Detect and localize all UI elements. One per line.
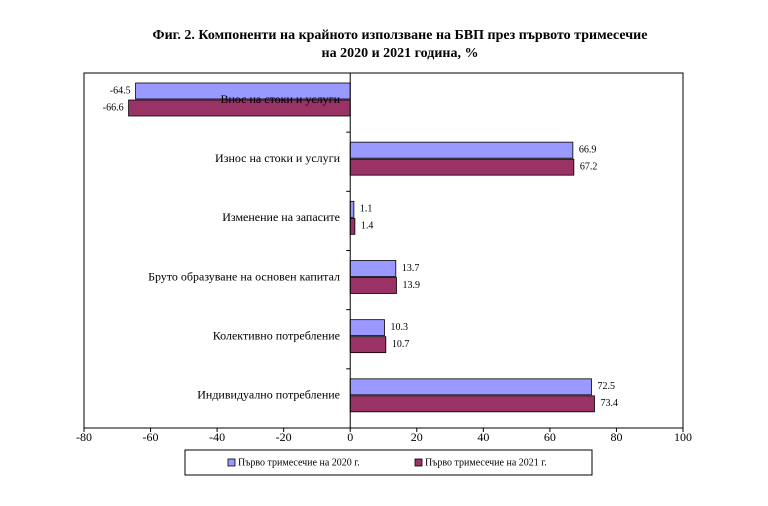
x-tick-label: -80: [76, 430, 92, 444]
bar: [349, 158, 575, 176]
bar: [349, 319, 385, 337]
value-label: 73.4: [600, 398, 618, 409]
value-label: 1.4: [361, 221, 374, 232]
value-label: -64.5: [110, 85, 131, 96]
legend-swatch: [414, 458, 423, 467]
x-tick-label: 0: [347, 430, 353, 444]
legend-label: Първо тримесечие на 2020 г.: [238, 457, 360, 468]
legend-swatch: [227, 458, 236, 467]
x-tick-label: 80: [610, 430, 622, 444]
legend-label: Първо тримесечие на 2021 г.: [425, 457, 547, 468]
x-tick-label: 20: [411, 430, 423, 444]
category-label: Индивидуално потребление: [197, 388, 340, 402]
value-label: 13.9: [402, 280, 420, 291]
value-label: 67.2: [580, 161, 598, 172]
bar: [349, 277, 397, 294]
x-tick-label: -20: [276, 430, 292, 444]
value-label: 1.1: [360, 204, 373, 215]
bar: [349, 200, 355, 218]
value-label: 72.5: [597, 381, 615, 392]
value-label: 10.3: [390, 322, 408, 333]
category-label: Изменение на запасите: [222, 210, 340, 224]
category-label: Колективно потребление: [213, 328, 340, 342]
x-tick-label: 40: [477, 430, 489, 444]
x-tick-label: -40: [209, 430, 225, 444]
bar: [349, 378, 592, 396]
chart-title: Фиг. 2. Компоненти на крайното използван…: [153, 28, 648, 43]
value-label: 13.7: [402, 263, 420, 274]
value-label: 66.9: [579, 144, 597, 155]
category-label: Износ на стоки и услуги: [215, 151, 341, 165]
x-tick-label: 60: [544, 430, 556, 444]
plot-frame: [83, 72, 684, 429]
value-label: -66.6: [103, 102, 124, 113]
bar: [349, 336, 387, 354]
x-tick-label: -60: [143, 430, 159, 444]
bar: [349, 260, 397, 277]
chart-title: на 2020 и 2021 година, %: [322, 46, 479, 61]
category-label: Бруто образуване на основен капитал: [148, 269, 340, 283]
value-label: 10.7: [392, 339, 410, 350]
bar: [349, 141, 574, 159]
bar: [349, 395, 595, 413]
bar: [349, 217, 356, 235]
legend: [184, 449, 593, 476]
category-label: Внос на стоки и услуги: [220, 92, 340, 106]
x-tick-label: 100: [674, 430, 692, 444]
